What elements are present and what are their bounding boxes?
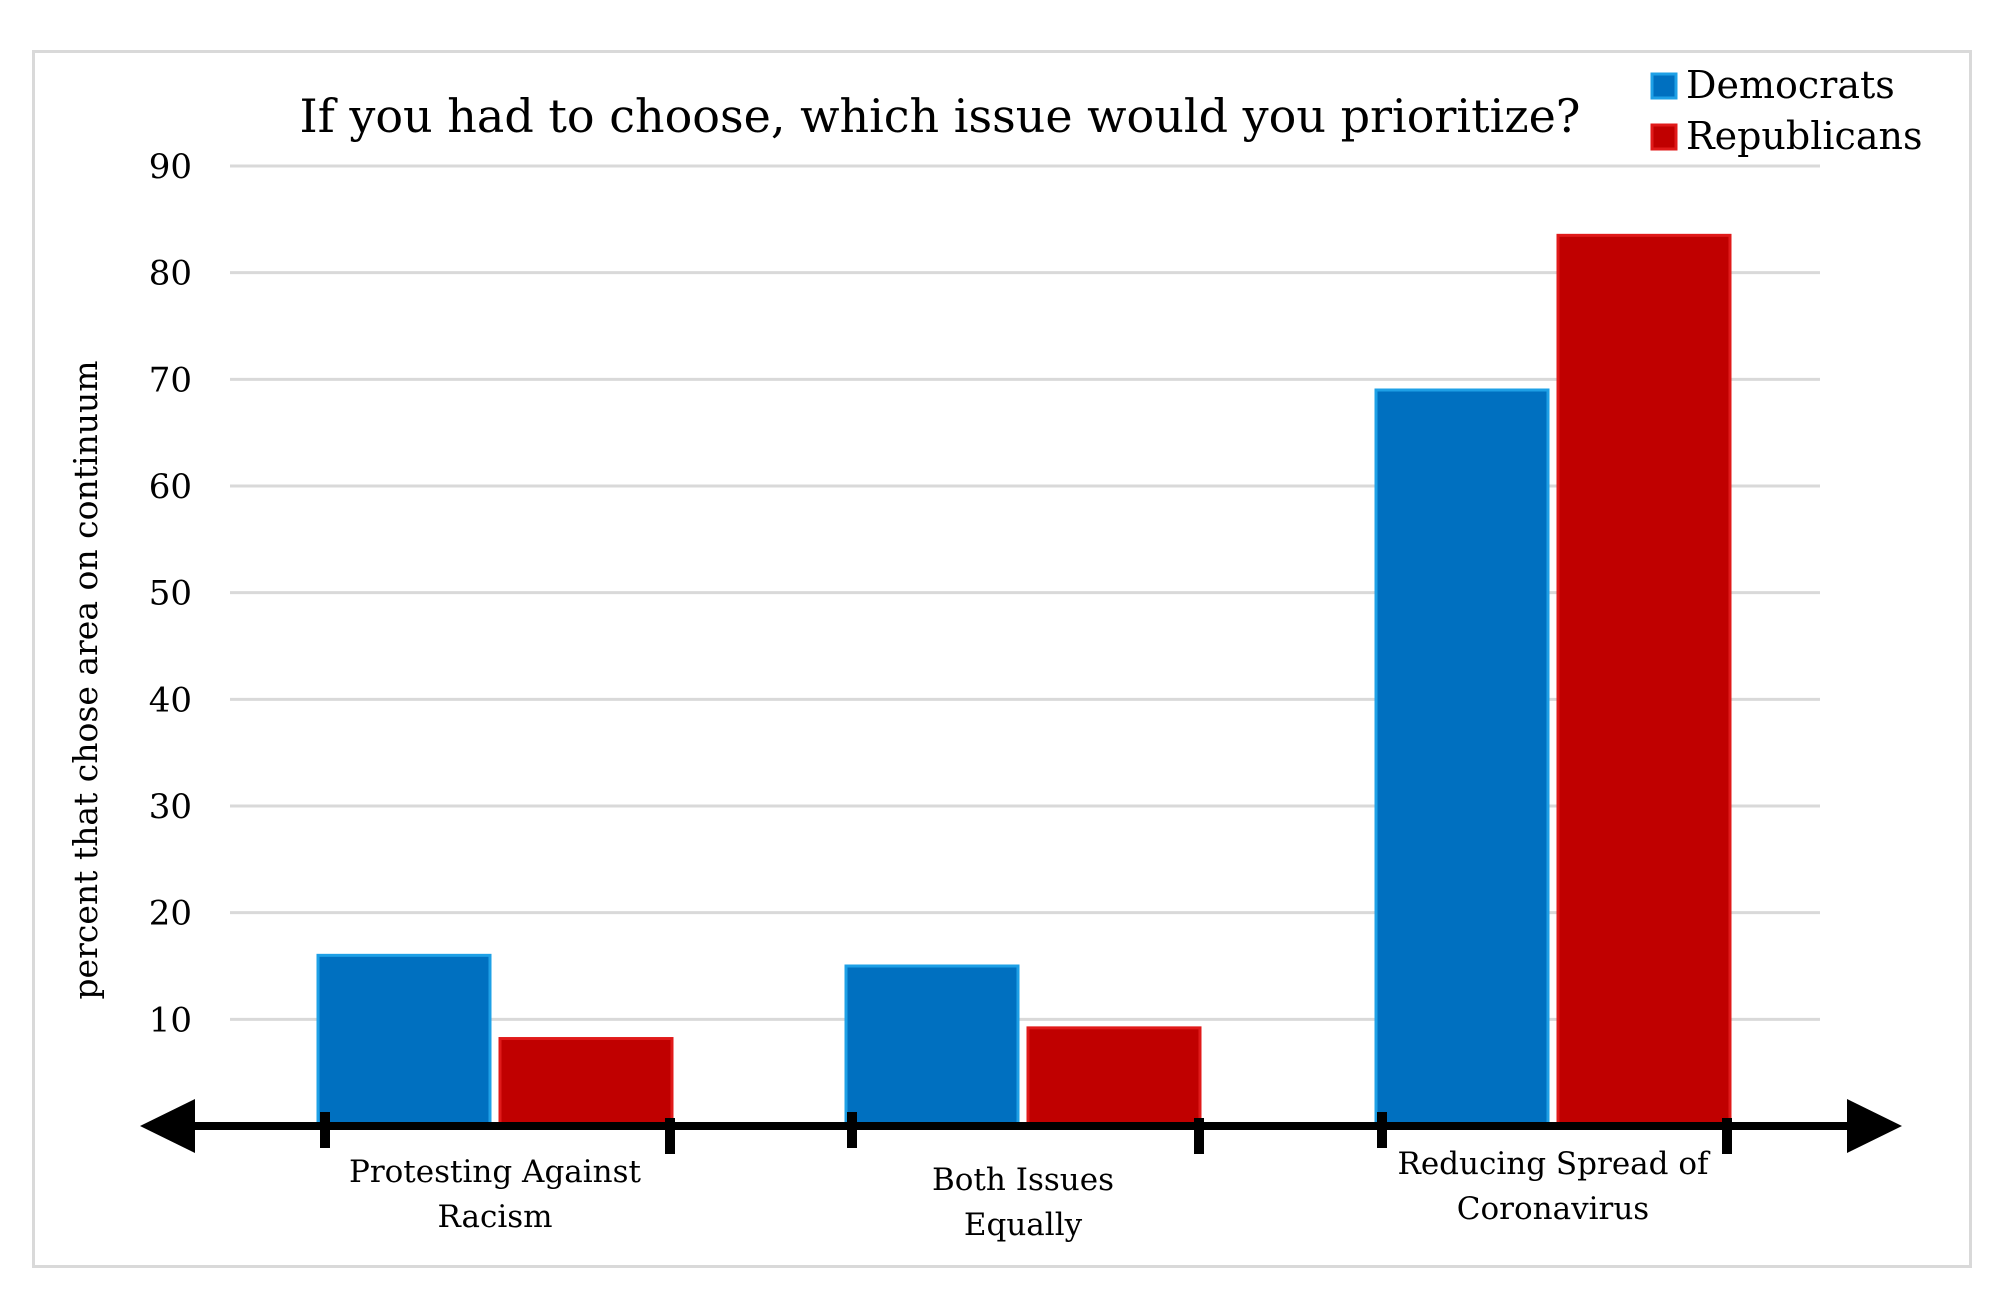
- category-label-1-0: Both Issues: [932, 1162, 1114, 1198]
- legend-label-democrats: Democrats: [1686, 63, 1895, 107]
- bar-democrats-1: [844, 964, 1020, 1128]
- y-tick-label-30: 30: [149, 787, 192, 827]
- bars: [316, 233, 1732, 1128]
- x-axis-tick-0-0: [320, 1112, 330, 1148]
- bar-republicans-1: [1026, 1026, 1202, 1128]
- category-label-0-0: Protesting Against: [349, 1154, 642, 1190]
- x-axis-left-arrow: [140, 1099, 195, 1153]
- x-axis-tick-0-1: [665, 1118, 675, 1154]
- category-label-1-1: Equally: [964, 1207, 1083, 1243]
- y-tick-label-10: 10: [149, 1000, 192, 1040]
- bar-democrats-0: [316, 953, 492, 1128]
- x-axis: [140, 1099, 1902, 1154]
- y-axis-ticks: 10 20 30 40 50 60 70 80 90: [149, 147, 192, 1040]
- gridlines: [230, 164, 1820, 1021]
- x-axis-tick-1-1: [1194, 1118, 1204, 1154]
- y-tick-label-90: 90: [149, 147, 192, 187]
- category-label-2-1: Coronavirus: [1457, 1191, 1649, 1227]
- y-tick-label-50: 50: [149, 574, 192, 614]
- category-label-2-0: Reducing Spread of: [1398, 1146, 1712, 1182]
- x-axis-tick-2-1: [1722, 1118, 1732, 1154]
- legend: Democrats Republicans: [1650, 63, 1922, 158]
- legend-swatch-democrats: [1650, 72, 1678, 100]
- y-tick-label-40: 40: [149, 680, 192, 720]
- chart-title: If you had to choose, which issue would …: [300, 89, 1581, 143]
- category-labels: Protesting Against Racism Both Issues Equal…: [349, 1146, 1711, 1243]
- bar-republicans-0: [498, 1037, 674, 1128]
- x-axis-tick-2-0: [1377, 1112, 1387, 1148]
- y-tick-label-20: 20: [149, 894, 192, 934]
- x-axis-tick-1-0: [847, 1112, 857, 1148]
- bar-democrats-2: [1374, 388, 1550, 1128]
- y-tick-label-70: 70: [149, 360, 192, 400]
- y-tick-label-80: 80: [149, 254, 192, 294]
- category-label-0-1: Racism: [437, 1199, 552, 1235]
- bar-republicans-2: [1556, 233, 1732, 1128]
- x-axis-right-arrow: [1847, 1099, 1902, 1153]
- legend-label-republicans: Republicans: [1686, 114, 1922, 158]
- legend-swatch-republicans: [1650, 123, 1678, 151]
- y-axis-label: percent that chose area on continuum: [66, 360, 105, 999]
- y-tick-label-60: 60: [149, 467, 192, 507]
